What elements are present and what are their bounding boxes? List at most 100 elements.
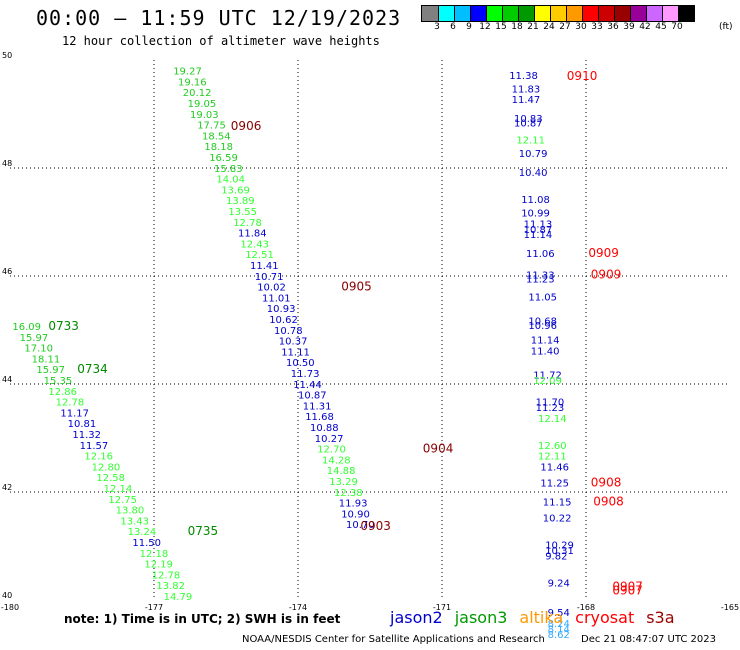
data-points: 19.2719.1620.1219.0519.0317.7518.5418.18… (12, 67, 573, 641)
color-swatch (502, 6, 518, 21)
x-tick-label: -177 (145, 603, 163, 612)
wave-height-value: 10.70 (346, 520, 375, 531)
color-swatch (486, 6, 502, 21)
wave-height-value: 11.23 (536, 403, 565, 414)
color-swatch (582, 6, 598, 21)
time-labels: 0906 0905 0904 0903 0733 0734 0735 0910 0909 0909… (48, 69, 643, 598)
pass-time-label: 0907 (612, 579, 643, 593)
wave-height-value: 10.87 (298, 391, 327, 402)
x-tick-label: -168 (577, 603, 595, 612)
wave-height-value: 20.12 (183, 88, 212, 99)
y-tick-label: 46 (2, 267, 12, 276)
wave-height-value: 11.06 (526, 249, 555, 260)
pass-time-label: 0905 (341, 280, 372, 294)
color-swatch (630, 6, 646, 21)
wave-height-value: 11.57 (80, 441, 109, 452)
legend-s3a: s3a (646, 608, 675, 627)
wave-height-value: 13.55 (228, 207, 257, 218)
wave-height-value: 11.11 (281, 347, 310, 358)
x-tick-label: -165 (721, 603, 739, 612)
wave-height-value: 10.29 (545, 541, 574, 552)
wave-height-value: 12.11 (516, 136, 545, 147)
pass-time-label: 0733 (48, 319, 79, 333)
wave-height-value: 17.75 (197, 121, 226, 132)
color-swatch (646, 6, 662, 21)
wave-height-value: 10.87 (514, 118, 543, 129)
legend-jason3: jason3 (454, 608, 508, 627)
pass-time-label: 0734 (77, 362, 108, 376)
wave-height-value: 19.03 (190, 110, 219, 121)
wave-height-value: 11.17 (60, 408, 89, 419)
color-swatch (662, 6, 678, 21)
generated-timestamp: Dec 21 08:47:07 UTC 2023 (581, 634, 716, 645)
wave-height-value: 11.40 (531, 346, 560, 357)
footer-note: note: 1) Time is in UTC; 2) SWH is in fe… (64, 612, 341, 626)
wave-height-value: 19.27 (173, 67, 202, 78)
wave-height-value: 10.22 (543, 514, 572, 525)
wave-height-value: 11.15 (543, 498, 572, 509)
color-swatch (614, 6, 630, 21)
color-swatch (534, 6, 550, 21)
wave-height-value: 14.79 (164, 592, 193, 603)
wave-height-value: 11.38 (509, 71, 538, 82)
wave-height-value: 12.19 (144, 560, 173, 571)
chart-title: 00:00 – 11:59 UTC 12/19/2023 (36, 6, 402, 30)
wave-height-value: 11.68 (305, 412, 334, 423)
wave-height-value: 8.24 (548, 619, 570, 630)
wave-height-value: 10.27 (315, 434, 344, 445)
pass-time-label: 0906 (231, 119, 262, 133)
wave-height-value: 10.71 (255, 272, 284, 283)
color-swatch (518, 6, 534, 21)
color-scale-tick: 70 (671, 22, 683, 32)
color-scale-tick: 15 (495, 22, 507, 32)
color-scale-tick: 45 (655, 22, 667, 32)
pass-time-label: 0735 (188, 524, 219, 538)
wave-height-value: 10.02 (257, 283, 286, 294)
wave-height-value: 12.18 (140, 549, 169, 560)
color-scale-tick: 3 (434, 22, 440, 32)
wave-height-value: 11.33 (526, 271, 555, 282)
legend-altika: altika (519, 608, 564, 627)
wave-height-value: 10.62 (269, 315, 298, 326)
wave-height-value: 16.59 (209, 153, 238, 164)
color-swatch (422, 6, 438, 21)
wave-height-value: 11.44 (293, 380, 322, 391)
color-swatch (470, 6, 486, 21)
color-swatch (550, 6, 566, 21)
wave-height-value: 12.14 (538, 414, 567, 425)
color-swatch (678, 6, 694, 21)
wave-height-value: 14.04 (216, 175, 245, 186)
wave-height-value: 11.83 (512, 84, 541, 95)
wave-height-value: 18.18 (204, 142, 233, 153)
wave-height-value: 12.70 (317, 445, 346, 456)
legend-cryosat: cryosat (575, 608, 635, 627)
wave-height-value: 12.60 (538, 441, 567, 452)
wave-height-value: 12.14 (104, 484, 133, 495)
wave-height-value: 13.80 (116, 506, 145, 517)
wave-height-value: 15.97 (36, 365, 65, 376)
satellite-legend: jason2 jason3 altika cryosat s3a (390, 608, 687, 627)
wave-height-value: 12.51 (245, 250, 274, 261)
wave-height-value: 11.46 (540, 462, 569, 473)
pass-time-label: 0903 (360, 519, 391, 533)
pass-time-label: 0910 (567, 69, 598, 83)
y-tick-label: 42 (2, 483, 12, 492)
wave-height-value: 11.23 (526, 274, 555, 285)
color-scale-tick: 36 (607, 22, 619, 32)
wave-height-value: 10.40 (519, 168, 548, 179)
wave-height-value: 11.41 (250, 261, 279, 272)
wave-height-value: 11.70 (536, 398, 565, 409)
wave-height-value: 11.08 (521, 195, 550, 206)
wave-height-value: 12.80 (92, 462, 121, 473)
wave-height-value: 10.93 (267, 304, 296, 315)
wave-height-value: 12.78 (56, 398, 85, 409)
wave-height-value: 16.09 (12, 322, 41, 333)
y-tick-label: 40 (2, 591, 12, 600)
wave-height-value: 11.13 (524, 219, 553, 230)
color-swatch (438, 6, 454, 21)
x-tick-label: -180 (1, 603, 19, 612)
color-scale-unit: (ft) (719, 22, 733, 32)
wave-height-value: 12.11 (538, 452, 567, 463)
wave-height-value: 10.78 (274, 326, 303, 337)
wave-height-value: 11.32 (72, 430, 101, 441)
